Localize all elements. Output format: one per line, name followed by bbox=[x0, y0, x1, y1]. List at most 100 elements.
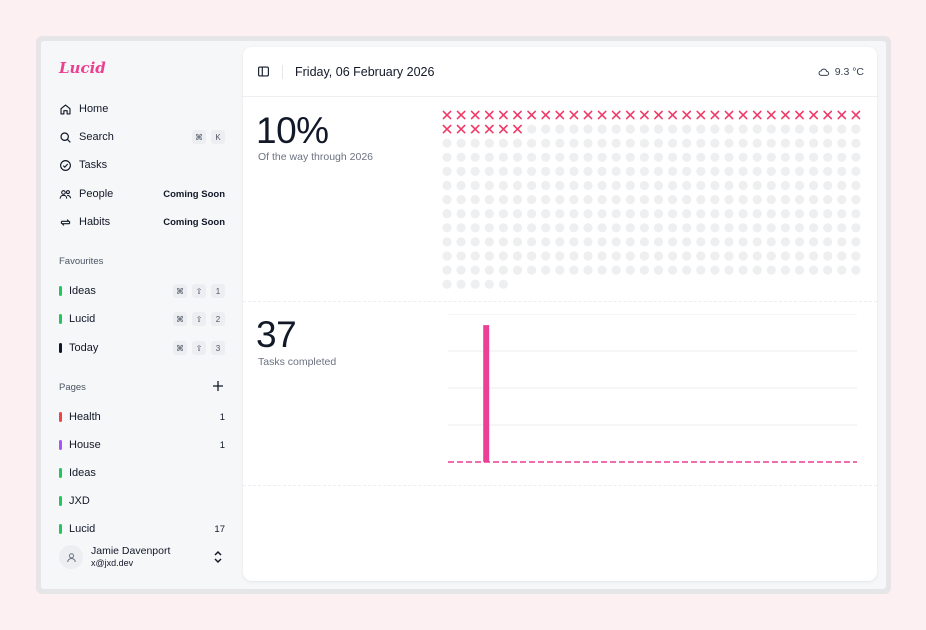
day-marker-passed bbox=[752, 110, 762, 120]
day-marker-future bbox=[541, 166, 551, 176]
day-marker-future bbox=[724, 251, 734, 261]
page-item-house[interactable]: House 1 bbox=[59, 434, 225, 456]
day-marker-future bbox=[809, 152, 819, 162]
nav-home[interactable]: Home bbox=[59, 98, 225, 120]
day-marker-future bbox=[541, 180, 551, 191]
day-marker-future bbox=[724, 138, 734, 148]
day-marker-future bbox=[512, 223, 523, 233]
day-marker-future bbox=[682, 237, 692, 247]
day-marker-future bbox=[597, 237, 607, 247]
day-marker-future bbox=[442, 180, 452, 191]
day-marker-future bbox=[527, 237, 537, 247]
page-item-health[interactable]: Health 1 bbox=[59, 406, 225, 428]
color-marker bbox=[59, 286, 62, 296]
day-marker-future bbox=[682, 152, 692, 162]
day-marker-future bbox=[668, 223, 678, 233]
day-marker-future bbox=[583, 180, 593, 191]
day-marker-future bbox=[710, 251, 720, 261]
day-marker-future bbox=[625, 251, 635, 261]
day-marker-passed bbox=[710, 110, 720, 120]
day-marker-future bbox=[823, 180, 833, 191]
favourite-item-label: Lucid bbox=[69, 313, 96, 325]
day-marker-future bbox=[823, 124, 833, 134]
day-marker-future bbox=[780, 251, 790, 261]
nav-tasks[interactable]: Tasks bbox=[59, 154, 225, 176]
day-marker-future bbox=[625, 209, 635, 219]
day-marker-passed bbox=[484, 124, 494, 134]
nav-habits[interactable]: Habits Coming Soon bbox=[59, 211, 225, 233]
day-marker-future bbox=[668, 195, 678, 205]
day-marker-future bbox=[498, 152, 508, 162]
day-marker-future bbox=[780, 124, 790, 134]
day-marker-future bbox=[851, 265, 861, 275]
day-marker-future bbox=[569, 223, 579, 233]
day-marker-passed bbox=[456, 124, 466, 134]
day-marker-future bbox=[512, 251, 523, 261]
day-marker-future bbox=[442, 223, 452, 233]
day-marker-future bbox=[752, 124, 762, 134]
day-marker-future bbox=[668, 265, 678, 275]
chart-bar[interactable] bbox=[483, 325, 490, 462]
day-marker-passed bbox=[541, 110, 551, 120]
day-marker-future bbox=[724, 166, 734, 176]
day-marker-future bbox=[794, 152, 805, 162]
day-marker-future bbox=[583, 251, 593, 261]
color-marker bbox=[59, 343, 62, 353]
page-item-lucid[interactable]: Lucid 17 bbox=[59, 518, 225, 540]
day-marker-future bbox=[611, 152, 621, 162]
day-marker-future bbox=[527, 209, 537, 219]
day-marker-future bbox=[752, 251, 762, 261]
day-marker-future bbox=[696, 209, 706, 219]
nav-search[interactable]: Search ⌘ K bbox=[59, 126, 225, 148]
day-marker-future bbox=[668, 124, 678, 134]
day-marker-future bbox=[710, 223, 720, 233]
favourite-item-lucid[interactable]: Lucid ⌘ ⇧ 2 bbox=[59, 308, 225, 330]
day-marker-future bbox=[470, 223, 480, 233]
day-marker-future bbox=[780, 152, 790, 162]
day-marker-future bbox=[794, 124, 805, 134]
day-marker-future bbox=[696, 251, 706, 261]
home-icon bbox=[59, 103, 72, 116]
shortcut-key: 3 bbox=[211, 341, 225, 355]
day-marker-future bbox=[470, 195, 480, 205]
day-marker-future bbox=[569, 138, 579, 148]
day-marker-future bbox=[611, 251, 621, 261]
shortcut-key: K bbox=[211, 130, 225, 144]
day-marker-future bbox=[724, 124, 734, 134]
day-marker-future bbox=[456, 251, 466, 261]
user-menu[interactable]: Jamie Davenport x@jxd.dev bbox=[59, 541, 225, 573]
day-marker-future bbox=[498, 265, 508, 275]
day-marker-future bbox=[470, 152, 480, 162]
day-marker-future bbox=[724, 223, 734, 233]
page-item-jxd[interactable]: JXD bbox=[59, 490, 225, 512]
day-marker-future bbox=[456, 237, 466, 247]
day-marker-future bbox=[597, 265, 607, 275]
favourite-item-today[interactable]: Today ⌘ ⇧ 3 bbox=[59, 337, 225, 359]
nav-tasks-label: Tasks bbox=[79, 159, 108, 171]
day-marker-future bbox=[682, 124, 692, 134]
day-marker-future bbox=[780, 138, 790, 148]
favourite-item-ideas[interactable]: Ideas ⌘ ⇧ 1 bbox=[59, 280, 225, 302]
page-item-ideas[interactable]: Ideas bbox=[59, 462, 225, 484]
chevron-up-down-icon[interactable] bbox=[213, 549, 225, 565]
day-marker-future bbox=[682, 138, 692, 148]
day-marker-future bbox=[823, 265, 833, 275]
day-marker-future bbox=[837, 209, 847, 219]
day-marker-future bbox=[597, 223, 607, 233]
add-page-button[interactable] bbox=[211, 380, 225, 394]
app-window: Lucid Home Search ⌘ K bbox=[41, 41, 886, 589]
day-marker-future bbox=[766, 251, 776, 261]
day-marker-future bbox=[752, 152, 762, 162]
search-icon bbox=[59, 131, 72, 144]
day-marker-future bbox=[597, 195, 607, 205]
day-marker-future bbox=[809, 223, 819, 233]
day-marker-future bbox=[555, 237, 565, 247]
day-marker-future bbox=[484, 237, 494, 247]
nav-people[interactable]: People Coming Soon bbox=[59, 183, 225, 205]
day-marker-future bbox=[442, 152, 452, 162]
app-logo[interactable]: Lucid bbox=[59, 59, 106, 77]
sidebar-toggle-icon[interactable] bbox=[257, 65, 271, 79]
day-marker-future bbox=[639, 138, 649, 148]
day-marker-future bbox=[597, 138, 607, 148]
day-marker-future bbox=[653, 152, 664, 162]
